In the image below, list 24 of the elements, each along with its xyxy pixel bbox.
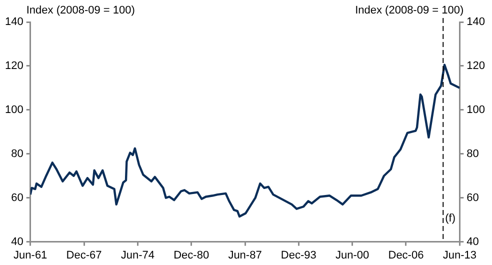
y2-tick-label: 40 (466, 236, 479, 248)
x-tick-label: Dec-67 (66, 249, 102, 262)
y-tick-label: 100 (4, 104, 24, 116)
ref-line-label: (f) (445, 212, 456, 224)
y-tick-label: 120 (4, 60, 24, 72)
x-tick-label: Jun-00 (336, 249, 370, 262)
y-tick-label: 40 (11, 236, 24, 248)
x-tick-label: Jun-13 (442, 249, 476, 262)
y-axis-title: Index (2008-09 = 100) (26, 4, 135, 17)
x-tick-label: Dec-93 (280, 249, 316, 262)
y-tick-label: 80 (11, 148, 24, 160)
y2-tick-label: 120 (466, 60, 486, 72)
x-tick-label: Jun-61 (14, 249, 48, 262)
y2-tick-label: 60 (466, 192, 479, 204)
y2-axis-title: Index (2008-09 = 100) (355, 4, 464, 17)
x-tick-label: Dec-06 (388, 249, 424, 262)
y-tick-label: 140 (4, 16, 24, 28)
x-tick-label: Jun-87 (228, 249, 262, 262)
x-tick-label: Jun-74 (120, 249, 154, 262)
y2-tick-label: 80 (466, 148, 479, 160)
y-tick-label: 60 (11, 192, 24, 204)
x-tick-label: Dec-80 (174, 249, 210, 262)
y2-tick-label: 100 (466, 104, 486, 116)
y2-tick-label: 140 (466, 16, 486, 28)
